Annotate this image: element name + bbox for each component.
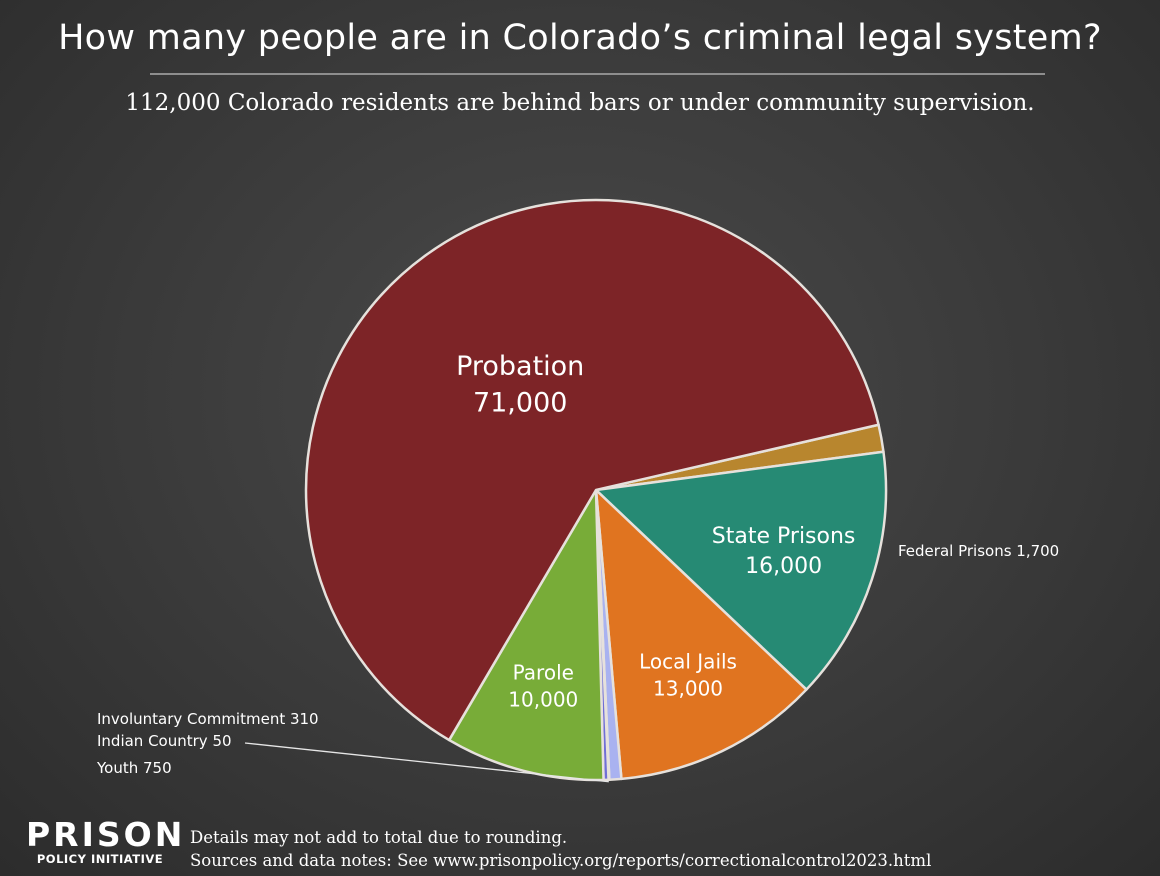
- label-parole: Parole: [513, 661, 574, 685]
- chart-subtitle: 112,000 Colorado residents are behind ba…: [125, 90, 1035, 116]
- slice-state-prisons: [594, 450, 888, 691]
- value-local-jails: 13,000: [653, 677, 723, 701]
- label-indian-country: Indian Country 50: [97, 732, 232, 750]
- label-youth: Youth 750: [96, 759, 172, 777]
- label-local-jails: Local Jails: [639, 650, 737, 674]
- value-parole: 10,000: [508, 688, 578, 712]
- label-state-prisons: State Prisons: [712, 524, 856, 549]
- sources-note: Sources and data notes: See www.prisonpo…: [190, 851, 932, 870]
- chart-title: How many people are in Colorado’s crimin…: [58, 18, 1102, 58]
- title-divider: [150, 73, 1045, 75]
- logo-subtext: POLICY INITIATIVE: [36, 852, 164, 866]
- prison-policy-initiative-logo: PRISON POLICY INITIATIVE: [26, 815, 186, 867]
- label-involuntary-commitment: Involuntary Commitment 310: [97, 710, 319, 728]
- label-probation: Probation: [456, 351, 584, 382]
- value-state-prisons: 16,000: [745, 554, 822, 579]
- slice-local-jails: [594, 488, 808, 781]
- label-federal-prisons: Federal Prisons 1,700: [898, 542, 1059, 560]
- leader-line-indian-country: [244, 742, 609, 783]
- value-probation: 71,000: [473, 387, 567, 418]
- footnotes: Details may not add to total due to roun…: [190, 826, 931, 872]
- slice-probation: [304, 198, 880, 742]
- logo-wordmark: PRISON: [26, 815, 186, 854]
- rounding-note: Details may not add to total due to roun…: [190, 828, 568, 847]
